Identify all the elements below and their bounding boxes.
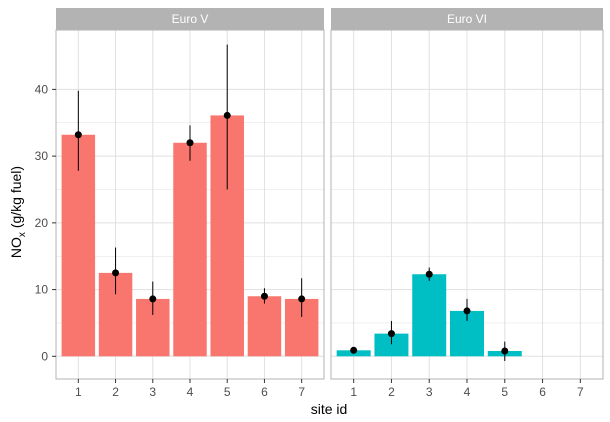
y-axis-title: NOx (g/kg fuel)	[8, 166, 28, 258]
x-tick-label: 7	[577, 385, 584, 399]
x-tick-label: 1	[75, 385, 82, 399]
bar	[173, 142, 207, 357]
x-tick-label: 4	[187, 385, 194, 399]
panels-layer: Euro V 1 2 3 4 5 6 7 0 10 20 30 40 Euro VI 1 2 3 4 5 6 7	[35, 8, 604, 399]
x-tick-label: 5	[501, 385, 508, 399]
facet-panel-1: Euro V 1 2 3 4 5 6 7 0 10 20 30 40	[35, 8, 325, 399]
data-point	[186, 139, 194, 147]
x-tick-label: 4	[464, 385, 471, 399]
facet-panel-2: Euro VI 1 2 3 4 5 6 7	[330, 8, 604, 399]
data-point	[387, 330, 395, 338]
y-tick-label: 0	[41, 349, 48, 363]
data-point	[501, 347, 509, 355]
data-point	[112, 269, 120, 277]
y-tick-label: 20	[35, 216, 49, 230]
x-tick-label: 2	[112, 385, 119, 399]
data-point	[350, 346, 358, 354]
x-tick-label: 6	[261, 385, 268, 399]
y-tick-label: 30	[35, 149, 49, 163]
facet-strip-label: Euro VI	[447, 12, 487, 26]
facet-strip-label: Euro V	[172, 12, 209, 26]
data-point	[463, 307, 471, 315]
y-axis-title-subscript: x	[17, 232, 28, 237]
bar	[247, 296, 282, 357]
x-tick-label: 3	[149, 385, 156, 399]
y-tick-label: 40	[35, 82, 49, 96]
data-point	[260, 292, 268, 300]
x-axis-title: site id	[311, 401, 348, 417]
x-tick-label: 5	[224, 385, 231, 399]
data-point	[425, 270, 433, 278]
y-axis-title-rest: (g/kg fuel)	[8, 166, 24, 232]
data-point	[149, 295, 157, 303]
data-point	[74, 131, 82, 139]
x-tick-label: 1	[350, 385, 357, 399]
y-tick-label: 10	[35, 283, 49, 297]
facet-strip	[331, 8, 603, 30]
bar	[412, 274, 447, 357]
x-tick-label: 2	[388, 385, 395, 399]
facet-strip	[56, 8, 324, 30]
y-axis-title-main: NO	[8, 237, 24, 258]
x-tick-label: 7	[298, 385, 305, 399]
x-tick-label: 3	[426, 385, 433, 399]
x-tick-label: 6	[539, 385, 546, 399]
bar	[61, 134, 96, 357]
bar	[374, 333, 409, 357]
data-point	[223, 111, 231, 119]
data-point	[298, 295, 306, 303]
